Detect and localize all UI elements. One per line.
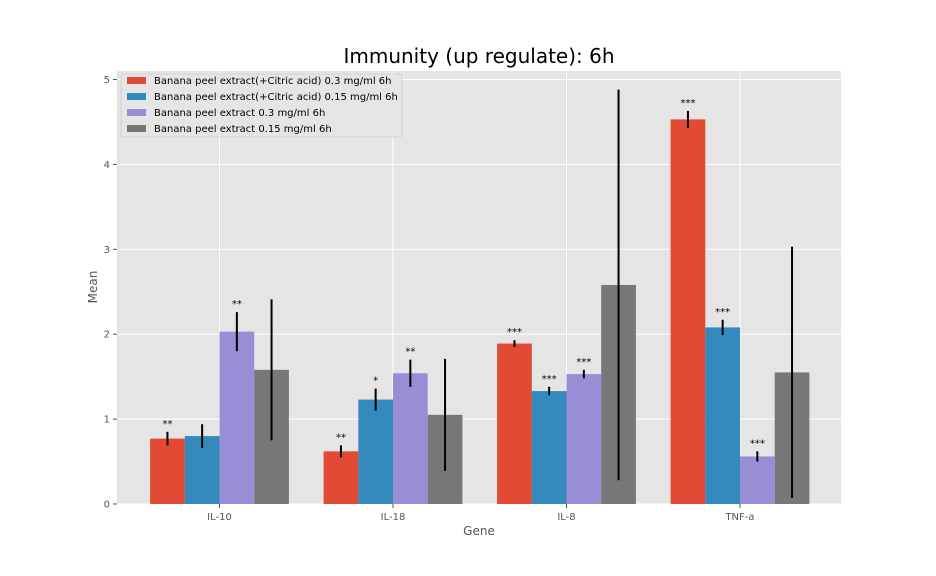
y-tick-label: 4: [104, 160, 110, 171]
legend-swatch: [127, 125, 146, 132]
y-tick-label: 2: [104, 330, 110, 341]
y-tick-label: 1: [104, 415, 110, 426]
legend-entry: Banana peel extract 0.3 mg/ml 6h: [154, 108, 325, 119]
bar: [323, 451, 359, 504]
significance-label: *: [373, 376, 378, 387]
y-tick-label: 0: [104, 500, 110, 511]
y-tick-label: 3: [104, 245, 110, 256]
significance-label: ***: [750, 438, 765, 449]
x-tick-label: IL-8: [557, 512, 575, 523]
significance-label: ***: [576, 357, 591, 368]
legend-box: [120, 73, 403, 138]
significance-label: **: [162, 419, 172, 430]
legend-swatch: [127, 93, 146, 100]
error-bars: [166, 89, 794, 499]
bar: [740, 456, 775, 504]
x-tick-label: IL-18: [381, 512, 406, 523]
bar: [150, 438, 185, 504]
significance-label: ***: [715, 307, 730, 318]
significance-label: ***: [542, 374, 557, 385]
legend-entry: Banana peel extract(+Citric acid) 0.15 m…: [154, 92, 398, 103]
x-tick-label: IL-10: [207, 512, 232, 523]
y-ticks: 0 1 2 3 4 5: [104, 75, 117, 511]
significance-labels: *********** ****************: [162, 98, 764, 449]
significance-label: ***: [507, 327, 522, 338]
bar: [531, 391, 567, 504]
bar: [566, 374, 602, 504]
bar: [219, 331, 255, 504]
y-tick-label: 5: [104, 75, 110, 86]
significance-label: **: [232, 299, 242, 310]
x-axis-label: Gene: [463, 524, 495, 538]
bar: [393, 373, 428, 504]
x-tick-label: TNF-a: [724, 512, 754, 523]
bar: [358, 399, 393, 504]
bar: [670, 119, 706, 505]
legend-swatch: [127, 109, 146, 116]
legend-swatch: [127, 77, 146, 84]
legend: Banana peel extract(+Citric acid) 0.3 mg…: [120, 73, 403, 138]
x-ticks: IL-10 IL-18 IL-8 TNF-a: [207, 504, 755, 523]
significance-label: ***: [680, 98, 695, 109]
legend-entry: Banana peel extract 0.15 mg/ml 6h: [154, 124, 332, 135]
significance-label: **: [405, 347, 415, 358]
significance-label: **: [336, 432, 346, 443]
chart-title: Immunity (up regulate): 6h: [343, 44, 614, 68]
bar: [705, 327, 740, 504]
legend-entry: Banana peel extract(+Citric acid) 0.3 mg…: [154, 76, 391, 87]
y-axis-label: Mean: [86, 271, 100, 304]
bar: [497, 343, 532, 504]
